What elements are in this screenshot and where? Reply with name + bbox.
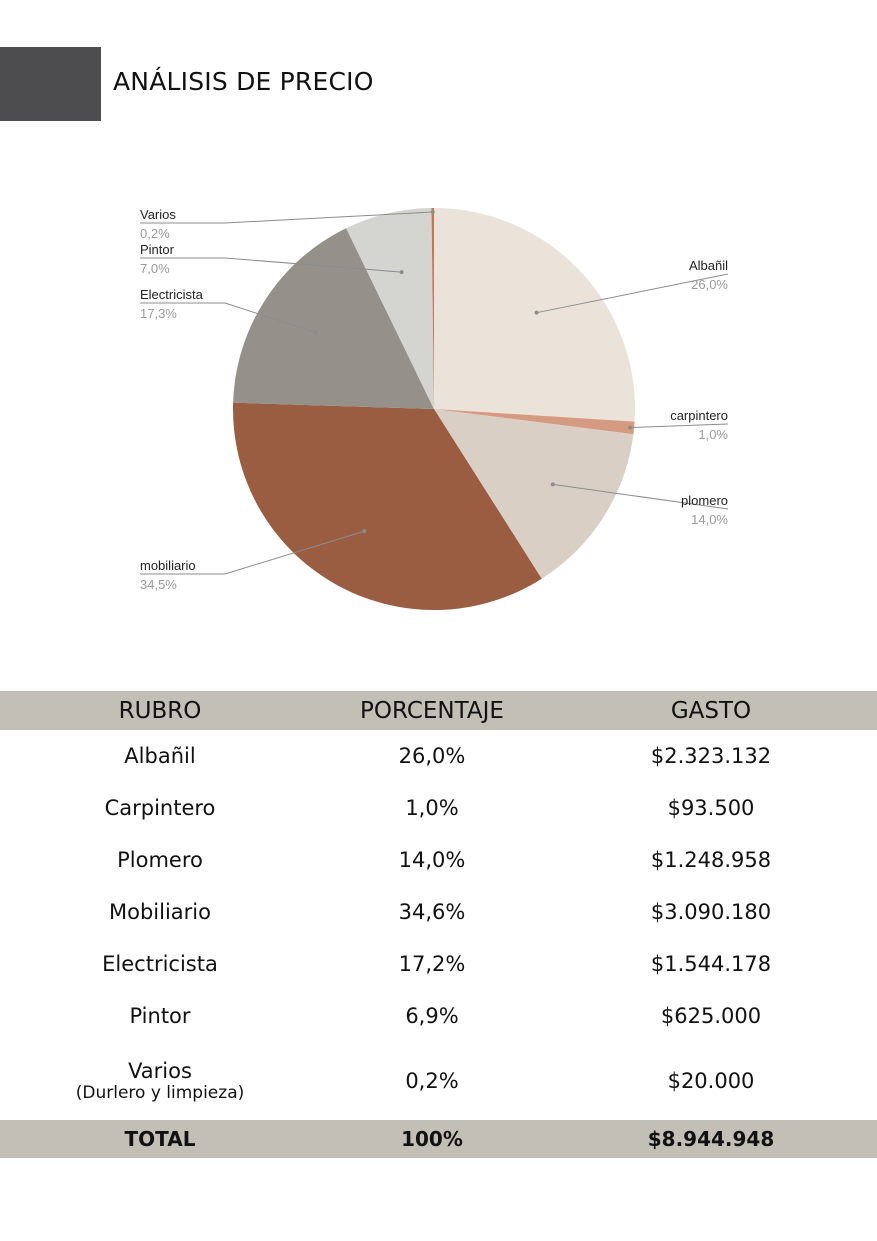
- header-color-block: [0, 47, 101, 121]
- total-porcentaje: 100%: [401, 1127, 463, 1151]
- rubro-label: Varios: [128, 1059, 192, 1083]
- cell-rubro: Plomero: [0, 834, 320, 886]
- slice-percent-label: 7,0%: [140, 261, 170, 276]
- slice-percent-label: 26,0%: [691, 277, 728, 292]
- slice-label: Pintor: [140, 242, 175, 257]
- pie-slice-electricista: [233, 228, 434, 409]
- rubro-label: Plomero: [117, 848, 203, 872]
- leader-dot: [430, 210, 435, 215]
- pie-slice-albañil: [434, 208, 636, 422]
- header-porcentaje: PORCENTAJE: [360, 697, 504, 724]
- slice-percent-label: 34,5%: [140, 577, 177, 592]
- cell-porcentaje: 26,0%: [398, 744, 466, 768]
- cell-gasto: $3.090.180: [650, 900, 772, 924]
- table-header-row: RUBRO PORCENTAJE GASTO: [0, 691, 877, 730]
- table-row: Pintor 6,9% $625.000: [0, 990, 877, 1042]
- leader-dot: [534, 310, 539, 315]
- cell-rubro: Albañil: [0, 730, 320, 782]
- cell-gasto: $93.500: [667, 796, 755, 820]
- pie-chart: Albañil 26,0% carpintero 1,0% plomero 14,0% mo…: [140, 207, 729, 610]
- cell-porcentaje: 1,0%: [405, 796, 459, 820]
- header-rubro: RUBRO: [118, 697, 202, 724]
- cell-gasto: $20.000: [667, 1069, 755, 1093]
- pie-slice-pintor: [346, 208, 434, 409]
- table-row: Plomero 14,0% $1.248.958: [0, 834, 877, 886]
- table-row: Albañil 26,0% $2.323.132: [0, 730, 877, 782]
- header-gasto: GASTO: [670, 697, 752, 724]
- table-row: Varios (Durlero y limpieza) 0,2% $20.000: [0, 1042, 877, 1120]
- page-title: ANÁLISIS DE PRECIO: [113, 67, 374, 96]
- price-table: RUBRO PORCENTAJE GASTO Albañil 26,0% $2.32…: [0, 691, 877, 1158]
- rubro-label: Mobiliario: [109, 900, 211, 924]
- leader-dot: [550, 482, 555, 487]
- leader-line: [140, 211, 433, 224]
- total-gasto: $8.944.948: [647, 1127, 775, 1151]
- cell-porcentaje: 17,2%: [398, 952, 466, 976]
- slice-label: Albañil: [689, 258, 728, 273]
- cell-porcentaje: 0,2%: [405, 1069, 459, 1093]
- leader-line: [630, 423, 729, 429]
- cell-porcentaje: 34,6%: [398, 900, 466, 924]
- cell-porcentaje: 14,0%: [398, 848, 466, 872]
- table-row: Mobiliario 34,6% $3.090.180: [0, 886, 877, 938]
- cell-porcentaje: 6,9%: [405, 1004, 459, 1028]
- pie-slice-carpintero: [434, 409, 635, 435]
- leader-line: [140, 257, 402, 273]
- rubro-label: Pintor: [129, 1004, 191, 1028]
- leader-line: [140, 302, 317, 333]
- table-row: Electricista 17,2% $1.544.178: [0, 938, 877, 990]
- cell-gasto: $2.323.132: [650, 744, 772, 768]
- cell-rubro: Mobiliario: [0, 886, 320, 938]
- slice-label: Electricista: [140, 287, 204, 302]
- cell-rubro: Varios (Durlero y limpieza): [0, 1042, 320, 1120]
- pie-slice-varios: [431, 208, 434, 409]
- rubro-label: Electricista: [102, 952, 218, 976]
- pie-slice-plomero: [434, 409, 634, 579]
- total-label: TOTAL: [124, 1127, 196, 1151]
- slice-label: carpintero: [670, 408, 728, 423]
- cell-gasto: $1.544.178: [650, 952, 772, 976]
- cell-rubro: Electricista: [0, 938, 320, 990]
- leader-dot: [399, 270, 404, 275]
- pie-slice-mobiliario: [233, 402, 542, 610]
- leader-line: [536, 273, 729, 314]
- leader-line: [552, 483, 729, 510]
- rubro-sublabel: (Durlero y limpieza): [75, 1083, 245, 1103]
- slice-label: plomero: [681, 493, 728, 508]
- rubro-label: Carpintero: [104, 796, 216, 820]
- rubro-label: Albañil: [124, 744, 196, 768]
- table-total-row: TOTAL 100% $8.944.948: [0, 1120, 877, 1158]
- cell-rubro: Pintor: [0, 990, 320, 1042]
- slice-label: Varios: [140, 207, 176, 222]
- table-body: Albañil 26,0% $2.323.132 Carpintero 1,0% $93.…: [0, 730, 877, 1120]
- slice-percent-label: 0,2%: [140, 226, 170, 241]
- cell-gasto: $625.000: [660, 1004, 762, 1028]
- leader-dot: [362, 529, 367, 534]
- leader-dot: [628, 425, 633, 430]
- slice-label: mobiliario: [140, 558, 196, 573]
- slice-percent-label: 14,0%: [691, 512, 728, 527]
- slice-percent-label: 1,0%: [698, 427, 728, 442]
- cell-rubro: Carpintero: [0, 782, 320, 834]
- leader-line: [140, 530, 365, 575]
- table-row: Carpintero 1,0% $93.500: [0, 782, 877, 834]
- slice-percent-label: 17,3%: [140, 306, 177, 321]
- cell-gasto: $1.248.958: [650, 848, 772, 872]
- leader-dot: [313, 330, 318, 335]
